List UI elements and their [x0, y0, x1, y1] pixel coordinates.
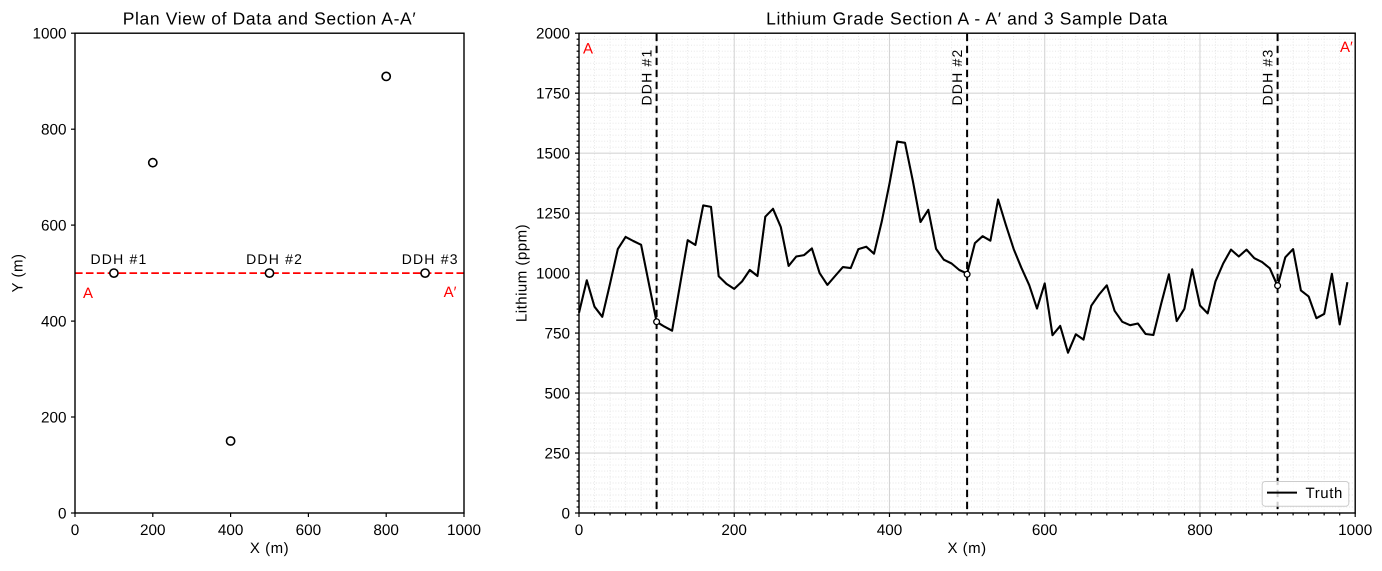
svg-text:A: A: [583, 40, 593, 57]
svg-text:400: 400: [218, 522, 244, 539]
svg-text:500: 500: [544, 385, 570, 402]
svg-text:A′: A′: [444, 284, 457, 301]
svg-text:DDH #3: DDH #3: [402, 251, 459, 267]
svg-text:200: 200: [140, 522, 166, 539]
svg-text:Y (m): Y (m): [10, 254, 27, 293]
svg-text:1250: 1250: [536, 205, 570, 222]
svg-text:DDH #1: DDH #1: [638, 49, 654, 106]
svg-text:2000: 2000: [536, 26, 570, 43]
svg-text:250: 250: [544, 445, 570, 462]
svg-text:Lithium Grade Section A - A′ a: Lithium Grade Section A - A′ and 3 Sampl…: [766, 9, 1168, 29]
svg-text:DDH #3: DDH #3: [1259, 49, 1275, 106]
svg-text:Truth: Truth: [1306, 485, 1343, 502]
svg-text:0: 0: [58, 505, 67, 522]
svg-text:1000: 1000: [32, 26, 66, 43]
svg-text:A′: A′: [1340, 39, 1353, 56]
svg-text:0: 0: [561, 505, 570, 522]
svg-text:400: 400: [877, 522, 903, 539]
svg-text:DDH #1: DDH #1: [91, 251, 148, 267]
svg-text:600: 600: [1032, 522, 1058, 539]
svg-text:800: 800: [373, 522, 399, 539]
svg-text:DDH #2: DDH #2: [246, 251, 303, 267]
svg-text:A: A: [83, 285, 93, 302]
svg-text:1000: 1000: [1338, 522, 1372, 539]
svg-text:Lithium (ppm): Lithium (ppm): [514, 224, 531, 322]
svg-text:750: 750: [544, 325, 570, 342]
svg-text:0: 0: [71, 522, 80, 539]
svg-text:200: 200: [721, 522, 747, 539]
svg-text:1000: 1000: [447, 522, 481, 539]
svg-text:1000: 1000: [536, 265, 570, 282]
svg-text:600: 600: [41, 217, 67, 234]
svg-text:1500: 1500: [536, 145, 570, 162]
svg-text:X (m): X (m): [250, 540, 289, 557]
svg-text:0: 0: [575, 522, 584, 539]
svg-text:200: 200: [41, 409, 67, 426]
svg-text:400: 400: [41, 313, 67, 330]
svg-text:600: 600: [296, 522, 322, 539]
svg-text:800: 800: [1187, 522, 1213, 539]
svg-text:X (m): X (m): [948, 540, 987, 557]
svg-text:DDH #2: DDH #2: [949, 49, 965, 106]
svg-text:1750: 1750: [536, 86, 570, 103]
svg-text:800: 800: [41, 122, 67, 139]
svg-text:Plan View of Data and Section: Plan View of Data and Section A-A′: [123, 9, 417, 29]
